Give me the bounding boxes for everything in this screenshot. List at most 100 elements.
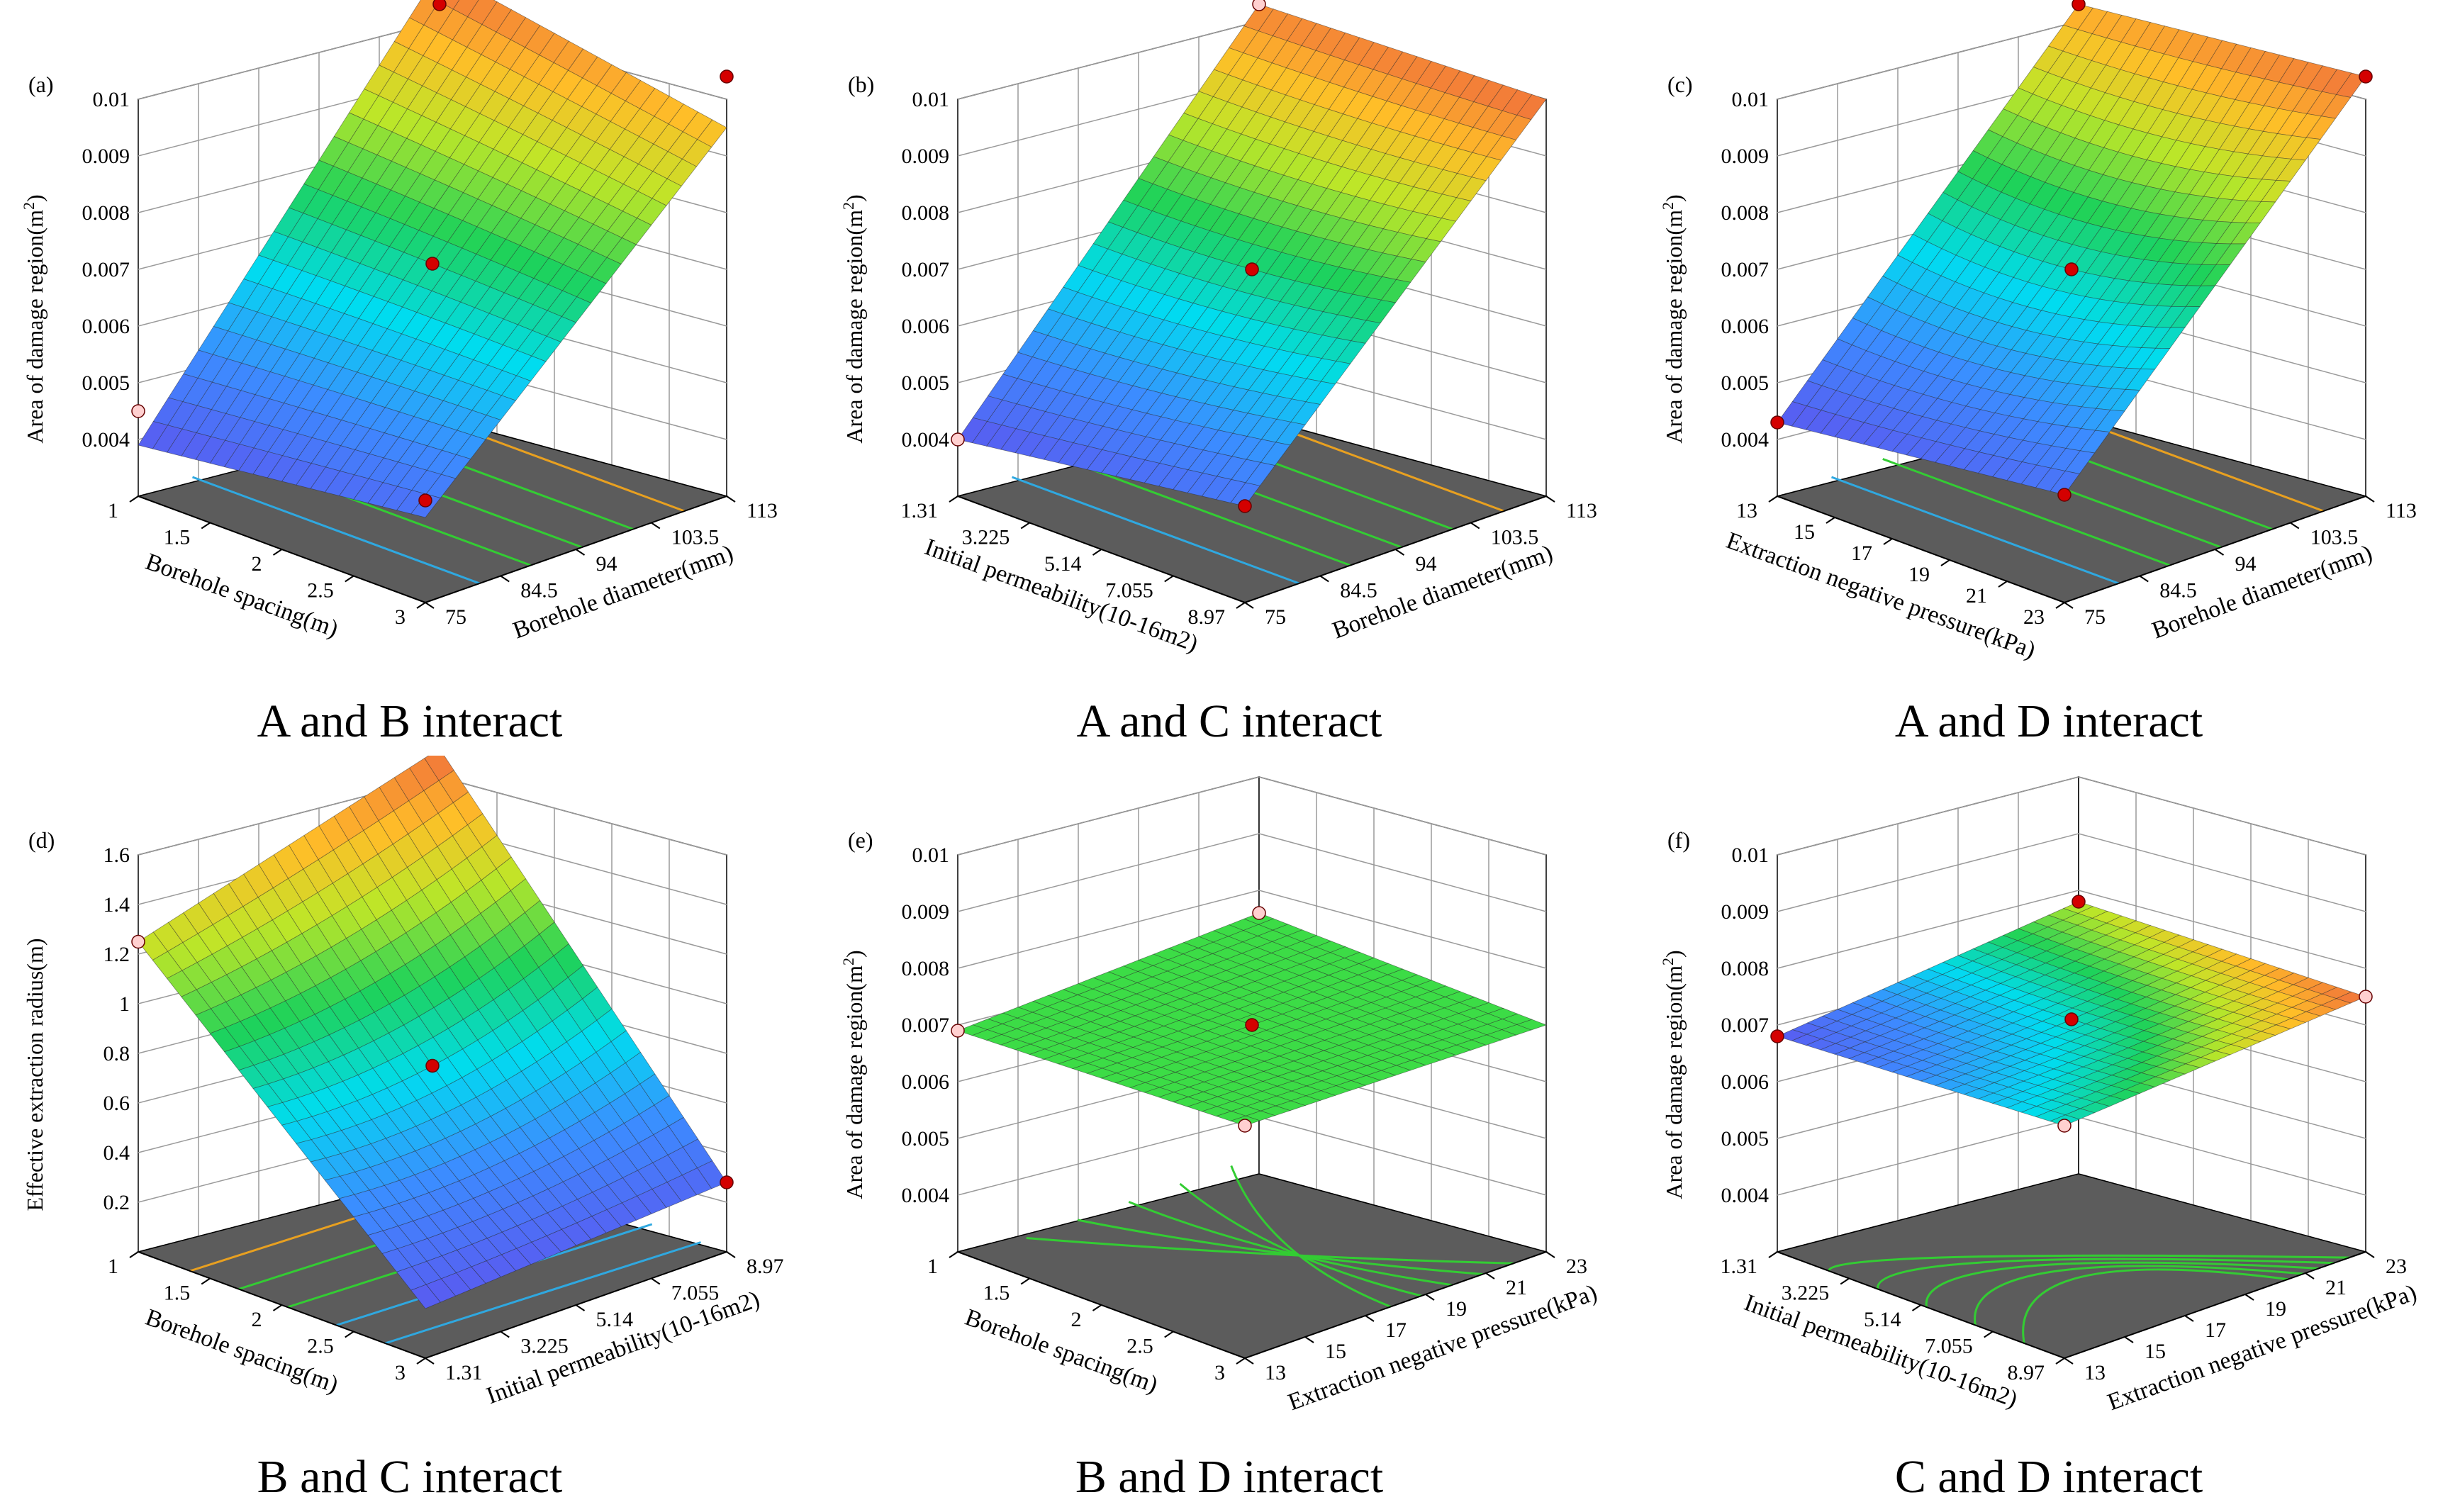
floor-contour-green <box>1128 1201 1453 1287</box>
y-tick-label: 75 <box>445 605 466 629</box>
x-tick <box>1998 581 2008 588</box>
z-axis-title-main: Area of damage region(m <box>842 210 867 444</box>
z-tick-label: 0.008 <box>1721 201 1769 225</box>
z-axis-title-main: Effective extraction radius(m) <box>22 938 47 1211</box>
x-tick-label: 2.5 <box>307 1335 334 1358</box>
y-tick-label: 21 <box>2325 1276 2347 1299</box>
design-point <box>1252 906 1266 920</box>
floor-contour-green <box>1063 458 1351 566</box>
x-tick-label: 2.5 <box>1126 1335 1153 1358</box>
y-tick <box>575 1304 586 1311</box>
x-tick <box>949 495 958 503</box>
z-tick-label: 0.004 <box>1721 428 1769 452</box>
surface-cell <box>138 931 169 961</box>
x-tick-label: 3.225 <box>1782 1282 1830 1305</box>
x-tick-label: 1.5 <box>983 1282 1010 1305</box>
floor-contour-blue <box>191 476 481 585</box>
z-tick-label: 0.01 <box>93 88 130 111</box>
x-tick-label: 2 <box>252 1308 262 1331</box>
y-tick <box>1470 522 1480 530</box>
z-tick-label: 0.009 <box>82 145 130 168</box>
y-tick <box>1365 1315 1375 1322</box>
design-point <box>1770 1029 1784 1043</box>
x-tick-label: 3 <box>395 1361 406 1384</box>
z-axis-title: Area of damage region(m2) <box>20 194 48 443</box>
y-tick <box>1425 1294 1435 1301</box>
x-tick <box>1236 1357 1246 1365</box>
x-tick-label: 1.5 <box>164 526 191 549</box>
surface-cell <box>1777 401 1808 427</box>
surface-plot-f: 0.004 0.005 0.006 0.007 0.008 0.009 0.01 1.31 3.… <box>1659 776 2420 1416</box>
z-axis-title: Area of damage region(m2) <box>1659 194 1687 443</box>
wall-gridline <box>1777 776 2366 856</box>
z-tick-label: 0.4 <box>104 1141 130 1165</box>
y-tick-label: 5.14 <box>596 1308 634 1331</box>
design-point <box>951 432 965 447</box>
panel-letter: (e) <box>848 827 873 853</box>
z-tick-label: 0.004 <box>902 428 950 452</box>
z-axis-title: Effective extraction radius(m) <box>22 938 47 1211</box>
z-axis-title-tail: ) <box>842 194 867 202</box>
y-tick-label: 23 <box>2386 1255 2407 1278</box>
y-tick-label: 17 <box>1385 1318 1407 1342</box>
x-tick-label: 17 <box>1851 542 1872 565</box>
z-tick-label: 0.006 <box>1721 1070 1769 1094</box>
x-tick-label: 1 <box>108 1255 118 1278</box>
y-tick <box>2290 522 2300 530</box>
y-tick-label: 19 <box>2265 1297 2286 1321</box>
x-tick <box>416 1357 426 1365</box>
x-tick <box>1768 495 1778 503</box>
z-tick-label: 0.007 <box>82 258 130 281</box>
z-tick-label: 0.007 <box>1721 258 1769 281</box>
panel-letter: (f) <box>1667 827 1690 853</box>
y-tick <box>726 495 736 503</box>
z-tick-label: 0.01 <box>1732 88 1769 111</box>
design-point <box>2057 1119 2072 1133</box>
z-tick-label: 1.4 <box>104 893 130 917</box>
y-tick-label: 84.5 <box>2159 579 2197 603</box>
x-tick <box>1826 517 1835 524</box>
z-tick-label: 0.006 <box>902 1070 950 1094</box>
x-tick-label: 7.055 <box>1925 1335 1973 1358</box>
surface-plot-a: 0.004 0.005 0.006 0.007 0.008 0.009 0.01 1 1.5 2 2… <box>20 0 778 644</box>
design-point <box>1245 262 1259 276</box>
x-tick-label: 15 <box>1794 520 1815 544</box>
z-tick-label: 0.005 <box>1721 1127 1769 1150</box>
chart-panel-a: 0.004 0.005 0.006 0.007 0.008 0.009 0.01 1 1.5 2 2… <box>0 0 820 756</box>
z-axis-title-main: Area of damage region(m <box>1661 965 1687 1199</box>
design-point <box>2072 0 2086 11</box>
y-tick <box>1244 1357 1254 1365</box>
y-tick <box>1244 602 1254 609</box>
y-tick <box>2064 602 2074 609</box>
panel-letter: (d) <box>28 827 55 853</box>
y-tick-label: 13 <box>2084 1361 2106 1384</box>
x-tick-label: 1.31 <box>1721 1255 1758 1278</box>
chart-panel-e: 0.004 0.005 0.006 0.007 0.008 0.009 0.01 1 1.5 2 2… <box>820 756 1639 1511</box>
z-tick-label: 0.007 <box>902 258 950 281</box>
z-tick-label: 0.005 <box>82 371 130 395</box>
y-tick <box>425 602 435 609</box>
surface-plot-d: 0.2 0.4 0.6 0.8 1 1.2 1.4 1.6 1 1.5 2 2.5 3 1.31 3.225… <box>22 756 784 1409</box>
floor-contour-green <box>1230 1165 1392 1308</box>
x-tick-label: 19 <box>1908 563 1930 586</box>
z-tick-label: 1.2 <box>104 943 130 966</box>
x-tick <box>2055 1357 2065 1365</box>
x-tick-label: 5.14 <box>1864 1308 1901 1331</box>
x-tick <box>129 495 139 503</box>
response-surface <box>957 4 1547 507</box>
y-axis-line <box>1244 1251 1547 1359</box>
surface-cell <box>1777 1029 1808 1041</box>
z-tick-label: 0.6 <box>104 1092 130 1115</box>
z-axis-title-sup: 2 <box>839 958 857 965</box>
z-tick-label: 0.2 <box>104 1191 130 1214</box>
z-tick-label: 0.009 <box>902 900 950 924</box>
wall-gridline <box>957 890 1547 969</box>
z-tick-label: 0.009 <box>902 145 950 168</box>
y-tick-label: 15 <box>2145 1340 2166 1363</box>
x-tick <box>201 522 211 530</box>
y-tick-label: 113 <box>2386 499 2417 522</box>
design-point <box>432 0 447 11</box>
z-axis-title-tail: ) <box>1661 194 1687 202</box>
x-tick <box>272 549 283 556</box>
z-axis-title-tail: ) <box>22 194 47 202</box>
